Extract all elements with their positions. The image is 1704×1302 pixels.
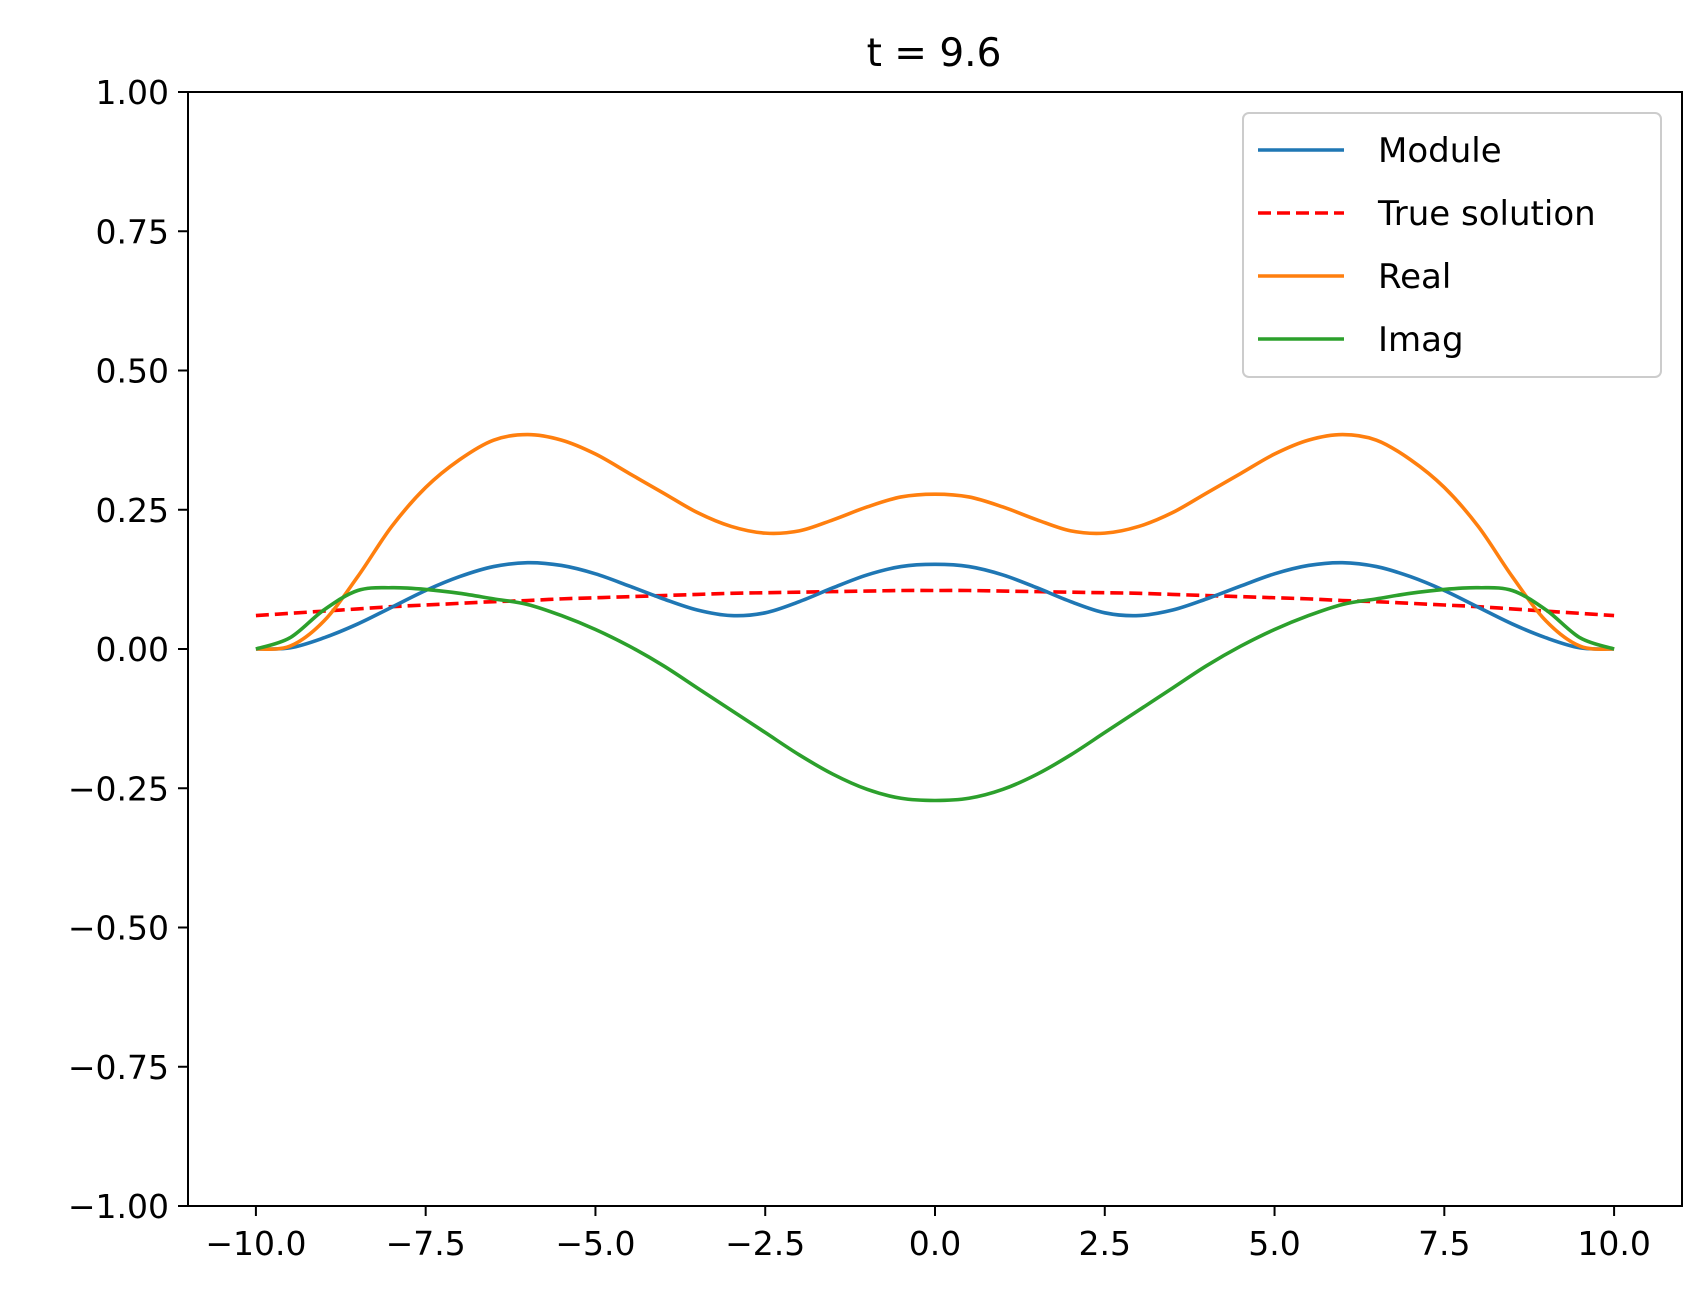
x-tick-label: 5.0 bbox=[1248, 1224, 1300, 1263]
y-tick-label: 0.25 bbox=[96, 491, 169, 530]
x-tick-label: −2.5 bbox=[725, 1224, 805, 1263]
y-tick-label: −0.50 bbox=[68, 909, 169, 948]
legend-label: Imag bbox=[1378, 320, 1464, 360]
y-tick-label: 0.00 bbox=[96, 630, 169, 669]
y-axis: −1.00 −0.75 −0.50 −0.25 0.00 0.25 0.50 0.75 1.00 bbox=[68, 73, 188, 1226]
x-tick-label: 0.0 bbox=[909, 1224, 961, 1263]
y-tick-label: 0.75 bbox=[96, 212, 169, 251]
legend-label: Real bbox=[1378, 257, 1451, 297]
x-tick-label: 10.0 bbox=[1577, 1224, 1650, 1263]
chart-title: t = 9.6 bbox=[867, 31, 1002, 76]
x-tick-label: −7.5 bbox=[386, 1224, 466, 1263]
legend-box bbox=[1242, 112, 1662, 378]
series-line-true-solution bbox=[255, 588, 1615, 618]
legend-label: True solution bbox=[1377, 194, 1596, 234]
series-line-imag bbox=[255, 585, 1615, 803]
x-tick-label: 7.5 bbox=[1418, 1224, 1470, 1263]
legend-label: Module bbox=[1378, 131, 1502, 171]
y-tick-label: −1.00 bbox=[68, 1187, 169, 1226]
series-layer bbox=[255, 432, 1615, 803]
x-axis: −10.0 −7.5 −5.0 −2.5 0.0 2.5 5.0 7.5 10.0 bbox=[205, 1206, 1651, 1263]
y-tick-label: −0.25 bbox=[68, 769, 169, 808]
x-tick-label: 2.5 bbox=[1079, 1224, 1131, 1263]
legend: Module True solution Real Imag bbox=[1242, 112, 1662, 378]
y-tick-label: 0.50 bbox=[96, 352, 169, 391]
y-tick-label: −0.75 bbox=[68, 1048, 169, 1087]
y-tick-label: 1.00 bbox=[96, 73, 169, 112]
series-line-module bbox=[255, 560, 1615, 651]
x-tick-label: −10.0 bbox=[205, 1224, 306, 1263]
x-tick-label: −5.0 bbox=[555, 1224, 635, 1263]
series-line-real bbox=[255, 432, 1615, 651]
